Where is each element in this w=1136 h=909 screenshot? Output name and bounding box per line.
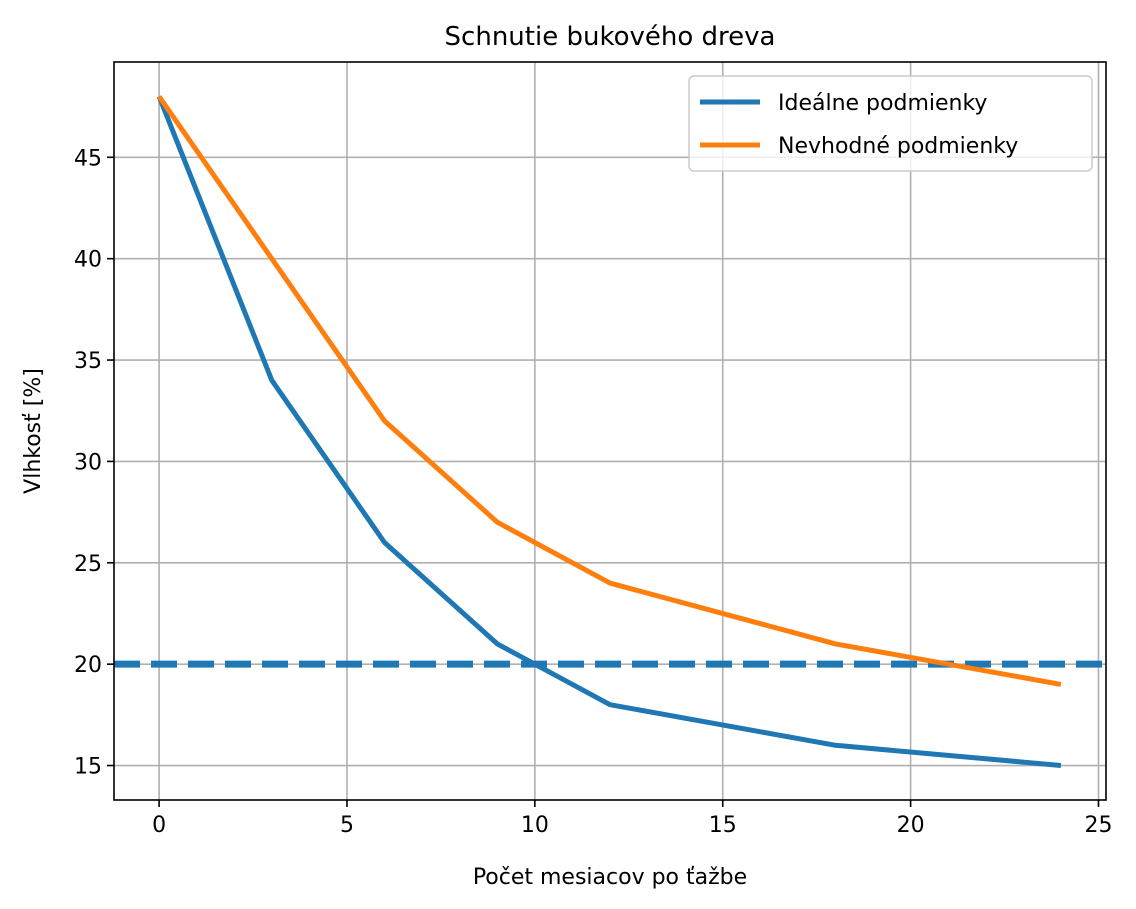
y-axis: 15 20 25 30 35 40 45	[74, 146, 114, 780]
y-axis-label: Vlhkosť [%]	[21, 368, 46, 494]
series-group	[156, 95, 1062, 768]
x-tick-label: 25	[1084, 813, 1112, 838]
y-tick-label: 30	[74, 450, 102, 475]
x-tick-label: 0	[152, 813, 166, 838]
x-tick-label: 10	[521, 813, 549, 838]
y-tick-label: 45	[74, 146, 102, 171]
x-axis: 0 5 10 15 20 25	[152, 800, 1112, 838]
series-line-0	[156, 95, 1062, 768]
x-tick-label: 5	[340, 813, 354, 838]
legend-label-unsuitable: Nevhodné podmienky	[778, 134, 1018, 159]
y-tick-label: 15	[74, 755, 102, 780]
x-axis-label: Počet mesiacov po ťažbe	[473, 865, 747, 890]
series-line-1	[157, 95, 1062, 687]
legend-box	[688, 75, 1093, 172]
y-tick-label: 25	[74, 552, 102, 577]
plot-frame	[113, 61, 1107, 801]
y-tick-label: 20	[74, 653, 102, 678]
chart-title: Schnutie bukového dreva	[445, 22, 776, 52]
legend-label-ideal: Ideálne podmienky	[778, 91, 987, 116]
y-tick-label: 35	[74, 349, 102, 374]
x-tick-label: 20	[897, 813, 925, 838]
x-tick-label: 15	[709, 813, 737, 838]
legend: Ideálne podmienky Nevhodné podmienky	[688, 75, 1093, 172]
y-tick-label: 40	[74, 248, 102, 273]
